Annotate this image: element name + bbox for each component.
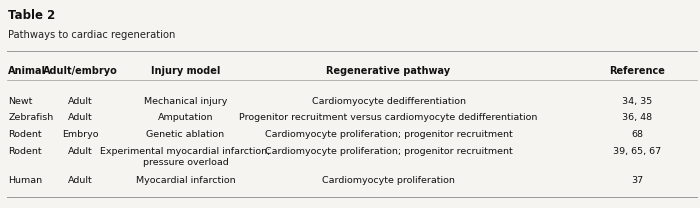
Text: Cardiomyocyte dedifferentiation: Cardiomyocyte dedifferentiation bbox=[312, 97, 466, 106]
Text: Rodent: Rodent bbox=[8, 147, 42, 156]
Text: 36, 48: 36, 48 bbox=[622, 113, 652, 122]
Text: Zebrafish: Zebrafish bbox=[8, 113, 54, 122]
Text: Adult/embryo: Adult/embryo bbox=[43, 66, 118, 76]
Text: Adult: Adult bbox=[68, 147, 93, 156]
Text: Adult: Adult bbox=[68, 97, 93, 106]
Text: Rodent: Rodent bbox=[8, 130, 42, 139]
Text: Myocardial infarction: Myocardial infarction bbox=[136, 176, 235, 185]
Text: Adult: Adult bbox=[68, 113, 93, 122]
Text: Cardiomyocyte proliferation; progenitor recruitment: Cardiomyocyte proliferation; progenitor … bbox=[265, 147, 512, 156]
Text: 37: 37 bbox=[631, 176, 643, 185]
Text: Cardiomyocyte proliferation: Cardiomyocyte proliferation bbox=[322, 176, 455, 185]
Text: Table 2: Table 2 bbox=[8, 9, 56, 22]
Text: 34, 35: 34, 35 bbox=[622, 97, 652, 106]
Text: Newt: Newt bbox=[8, 97, 33, 106]
Text: Adult: Adult bbox=[68, 176, 93, 185]
Text: Experimental myocardial infarction;
pressure overload: Experimental myocardial infarction; pres… bbox=[100, 147, 271, 167]
Text: Pathways to cardiac regeneration: Pathways to cardiac regeneration bbox=[8, 30, 176, 40]
Text: Genetic ablation: Genetic ablation bbox=[146, 130, 225, 139]
Text: 68: 68 bbox=[631, 130, 643, 139]
Text: Human: Human bbox=[8, 176, 43, 185]
Text: Embryo: Embryo bbox=[62, 130, 99, 139]
Text: Progenitor recruitment versus cardiomyocyte dedifferentiation: Progenitor recruitment versus cardiomyoc… bbox=[239, 113, 538, 122]
Text: Injury model: Injury model bbox=[150, 66, 220, 76]
Text: Amputation: Amputation bbox=[158, 113, 214, 122]
Text: Cardiomyocyte proliferation; progenitor recruitment: Cardiomyocyte proliferation; progenitor … bbox=[265, 130, 512, 139]
Text: Regenerative pathway: Regenerative pathway bbox=[326, 66, 451, 76]
Text: Mechanical injury: Mechanical injury bbox=[144, 97, 228, 106]
Text: Reference: Reference bbox=[609, 66, 665, 76]
Text: 39, 65, 67: 39, 65, 67 bbox=[613, 147, 661, 156]
Text: Animal: Animal bbox=[8, 66, 46, 76]
